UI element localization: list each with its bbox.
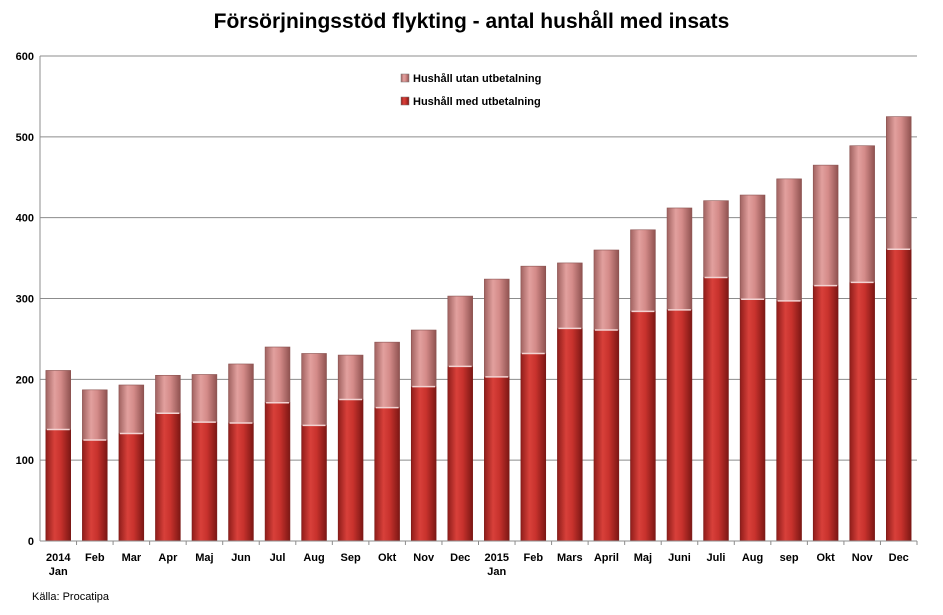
bars [45, 116, 912, 542]
bar-hushall-med-utbetalning [812, 285, 839, 542]
bar-hushall-utan-utbetalning [410, 329, 437, 387]
bar-hushall-med-utbetalning [410, 386, 437, 542]
bar-hushall-utan-utbetalning [520, 265, 547, 354]
x-tick-label: Jul [270, 552, 286, 564]
bar-hushall-utan-utbetalning [447, 295, 473, 367]
bar-hushall-med-utbetalning [630, 311, 656, 542]
bar-hushall-utan-utbetalning [630, 229, 656, 312]
bar-hushall-utan-utbetalning [739, 194, 766, 300]
bar-hushall-utan-utbetalning [45, 370, 71, 430]
y-tick-label: 600 [16, 51, 34, 63]
bar-hushall-utan-utbetalning [337, 354, 364, 400]
x-tick-label: Feb [85, 552, 105, 564]
x-tick-label: sep [780, 552, 799, 564]
y-tick-label: 200 [16, 374, 34, 386]
y-tick-label: 500 [16, 132, 34, 144]
x-tick-label: Okt [816, 552, 835, 564]
bar-hushall-med-utbetalning [703, 277, 729, 542]
y-tick-label: 300 [16, 294, 34, 306]
x-tick-label: Maj [634, 552, 652, 564]
legend-label: Hushåll utan utbetalning [413, 73, 541, 85]
x-tick-label: Jun [231, 552, 251, 564]
bar-hushall-utan-utbetalning [812, 164, 839, 286]
bar-hushall-med-utbetalning [301, 425, 327, 542]
y-tick-label: 0 [28, 536, 34, 548]
source-note: Källa: Procatipa [32, 591, 110, 603]
bar-hushall-med-utbetalning [228, 422, 254, 542]
legend: Hushåll utan utbetalning Hushåll med utbe… [400, 73, 541, 108]
bar-hushall-utan-utbetalning [264, 346, 291, 404]
bar-hushall-med-utbetalning [557, 328, 583, 542]
x-tick-label: Nov [413, 552, 435, 564]
bar-hushall-utan-utbetalning [849, 145, 875, 283]
bar-hushall-utan-utbetalning [301, 353, 327, 426]
bar-hushall-med-utbetalning [118, 433, 145, 542]
legend-swatch [400, 73, 410, 83]
bar-hushall-utan-utbetalning [703, 200, 729, 278]
bar-hushall-med-utbetalning [191, 421, 218, 542]
x-tick-label: Juni [668, 552, 691, 564]
x-tick-label: 2014 [46, 552, 71, 564]
chart-title: Försörjningsstöd flykting - antal hushål… [213, 10, 730, 33]
bar-hushall-med-utbetalning [739, 299, 766, 542]
x-tick-label: 2015 [485, 552, 509, 564]
x-tick-label: Aug [742, 552, 763, 564]
x-tick-label: Dec [889, 552, 909, 564]
bar-hushall-utan-utbetalning [593, 249, 620, 331]
bar-hushall-med-utbetalning [337, 399, 364, 542]
x-tick-label: Dec [450, 552, 470, 564]
x-tick-label: Sep [341, 552, 361, 564]
bar-hushall-utan-utbetalning [228, 363, 254, 424]
legend-label: Hushåll med utbetalning [413, 96, 541, 108]
bar-hushall-med-utbetalning [776, 300, 802, 542]
bar-hushall-utan-utbetalning [191, 374, 218, 423]
bar-hushall-utan-utbetalning [118, 384, 145, 434]
bar-hushall-med-utbetalning [520, 353, 547, 542]
bar-hushall-utan-utbetalning [155, 374, 181, 414]
y-tick-label: 400 [16, 213, 34, 225]
x-tick-label: Juli [707, 552, 726, 564]
bar-hushall-utan-utbetalning [776, 178, 802, 302]
x-tick-label: Nov [852, 552, 874, 564]
x-tick-label: Aug [303, 552, 324, 564]
bar-hushall-utan-utbetalning [484, 278, 510, 378]
x-tick-label: April [594, 552, 619, 564]
bar-hushall-med-utbetalning [155, 412, 181, 542]
bar-hushall-med-utbetalning [849, 282, 875, 542]
bar-hushall-med-utbetalning [886, 248, 912, 542]
bar-hushall-utan-utbetalning [374, 341, 400, 408]
bar-hushall-med-utbetalning [82, 439, 108, 542]
bar-hushall-utan-utbetalning [886, 116, 912, 250]
x-tick-label: Apr [158, 552, 178, 564]
x-tick-label: Maj [195, 552, 213, 564]
x-tick-label: Feb [524, 552, 544, 564]
bar-hushall-med-utbetalning [264, 402, 291, 542]
x-tick-label: Okt [378, 552, 397, 564]
bar-hushall-med-utbetalning [484, 376, 510, 542]
bar-hushall-med-utbetalning [447, 366, 473, 542]
bar-hushall-med-utbetalning [45, 429, 71, 542]
legend-swatch [400, 96, 410, 106]
y-tick-label: 100 [16, 455, 34, 467]
axes: 0 100 200 300 400 500 600 2014 Jan Feb Mar Apr Maj Ju… [16, 51, 918, 578]
x-tick-label: Jan [49, 566, 68, 578]
bar-hushall-utan-utbetalning [82, 389, 108, 441]
bar-hushall-med-utbetalning [593, 329, 620, 542]
x-tick-label: Jan [487, 566, 506, 578]
bar-hushall-med-utbetalning [374, 407, 400, 542]
bar-hushall-utan-utbetalning [557, 262, 583, 329]
bar-hushall-med-utbetalning [666, 309, 693, 542]
x-tick-label: Mar [122, 552, 142, 564]
x-tick-label: Mars [557, 552, 583, 564]
bar-hushall-utan-utbetalning [666, 207, 693, 311]
